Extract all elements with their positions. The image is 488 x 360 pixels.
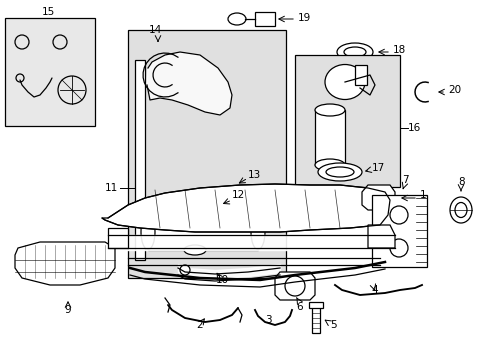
Text: 12: 12 (231, 190, 245, 200)
Bar (308, 302, 323, 308)
Text: 5: 5 (329, 320, 336, 330)
Polygon shape (143, 53, 178, 97)
Ellipse shape (314, 104, 345, 116)
Text: 3: 3 (264, 315, 271, 325)
Ellipse shape (336, 43, 372, 61)
Text: 9: 9 (64, 305, 71, 315)
Text: 14: 14 (148, 25, 162, 35)
Ellipse shape (314, 159, 345, 171)
Ellipse shape (227, 13, 245, 25)
Circle shape (285, 276, 305, 296)
Ellipse shape (183, 245, 205, 255)
Text: 7: 7 (401, 175, 407, 185)
Text: 19: 19 (297, 13, 311, 23)
Ellipse shape (449, 197, 471, 223)
Bar (128, 30, 285, 278)
Polygon shape (108, 228, 128, 248)
Circle shape (389, 239, 407, 257)
Polygon shape (102, 184, 389, 232)
Bar (254, 12, 274, 26)
Ellipse shape (454, 202, 466, 217)
Circle shape (58, 76, 86, 104)
Text: 1: 1 (419, 190, 426, 200)
Bar (311, 305, 319, 333)
Text: 20: 20 (447, 85, 460, 95)
Ellipse shape (325, 64, 364, 99)
Polygon shape (274, 272, 314, 300)
Circle shape (15, 35, 29, 49)
Text: 8: 8 (458, 177, 465, 187)
Bar (5, 18, 95, 126)
Ellipse shape (183, 210, 205, 220)
Text: 15: 15 (41, 7, 55, 17)
Text: 11: 11 (104, 183, 118, 193)
Bar (294, 55, 399, 187)
Bar (135, 60, 145, 260)
Text: 17: 17 (371, 163, 385, 173)
Text: 4: 4 (371, 285, 378, 295)
Bar (148, 215, 258, 250)
Polygon shape (147, 52, 231, 115)
Ellipse shape (141, 215, 155, 249)
Polygon shape (361, 185, 394, 210)
Bar (371, 195, 426, 267)
Text: 2: 2 (196, 320, 203, 330)
Text: 13: 13 (247, 170, 261, 180)
Ellipse shape (317, 163, 361, 181)
Circle shape (180, 265, 190, 275)
Text: 16: 16 (407, 123, 420, 133)
Ellipse shape (343, 47, 365, 57)
Ellipse shape (250, 215, 264, 249)
Text: 10: 10 (215, 275, 228, 285)
Circle shape (53, 35, 67, 49)
Circle shape (389, 206, 407, 224)
Bar (314, 110, 345, 165)
Circle shape (209, 197, 225, 213)
Ellipse shape (325, 167, 353, 177)
Polygon shape (15, 242, 115, 285)
Circle shape (16, 74, 24, 82)
Bar (354, 65, 366, 85)
Text: 6: 6 (296, 302, 303, 312)
Text: 18: 18 (392, 45, 406, 55)
Polygon shape (367, 225, 394, 248)
